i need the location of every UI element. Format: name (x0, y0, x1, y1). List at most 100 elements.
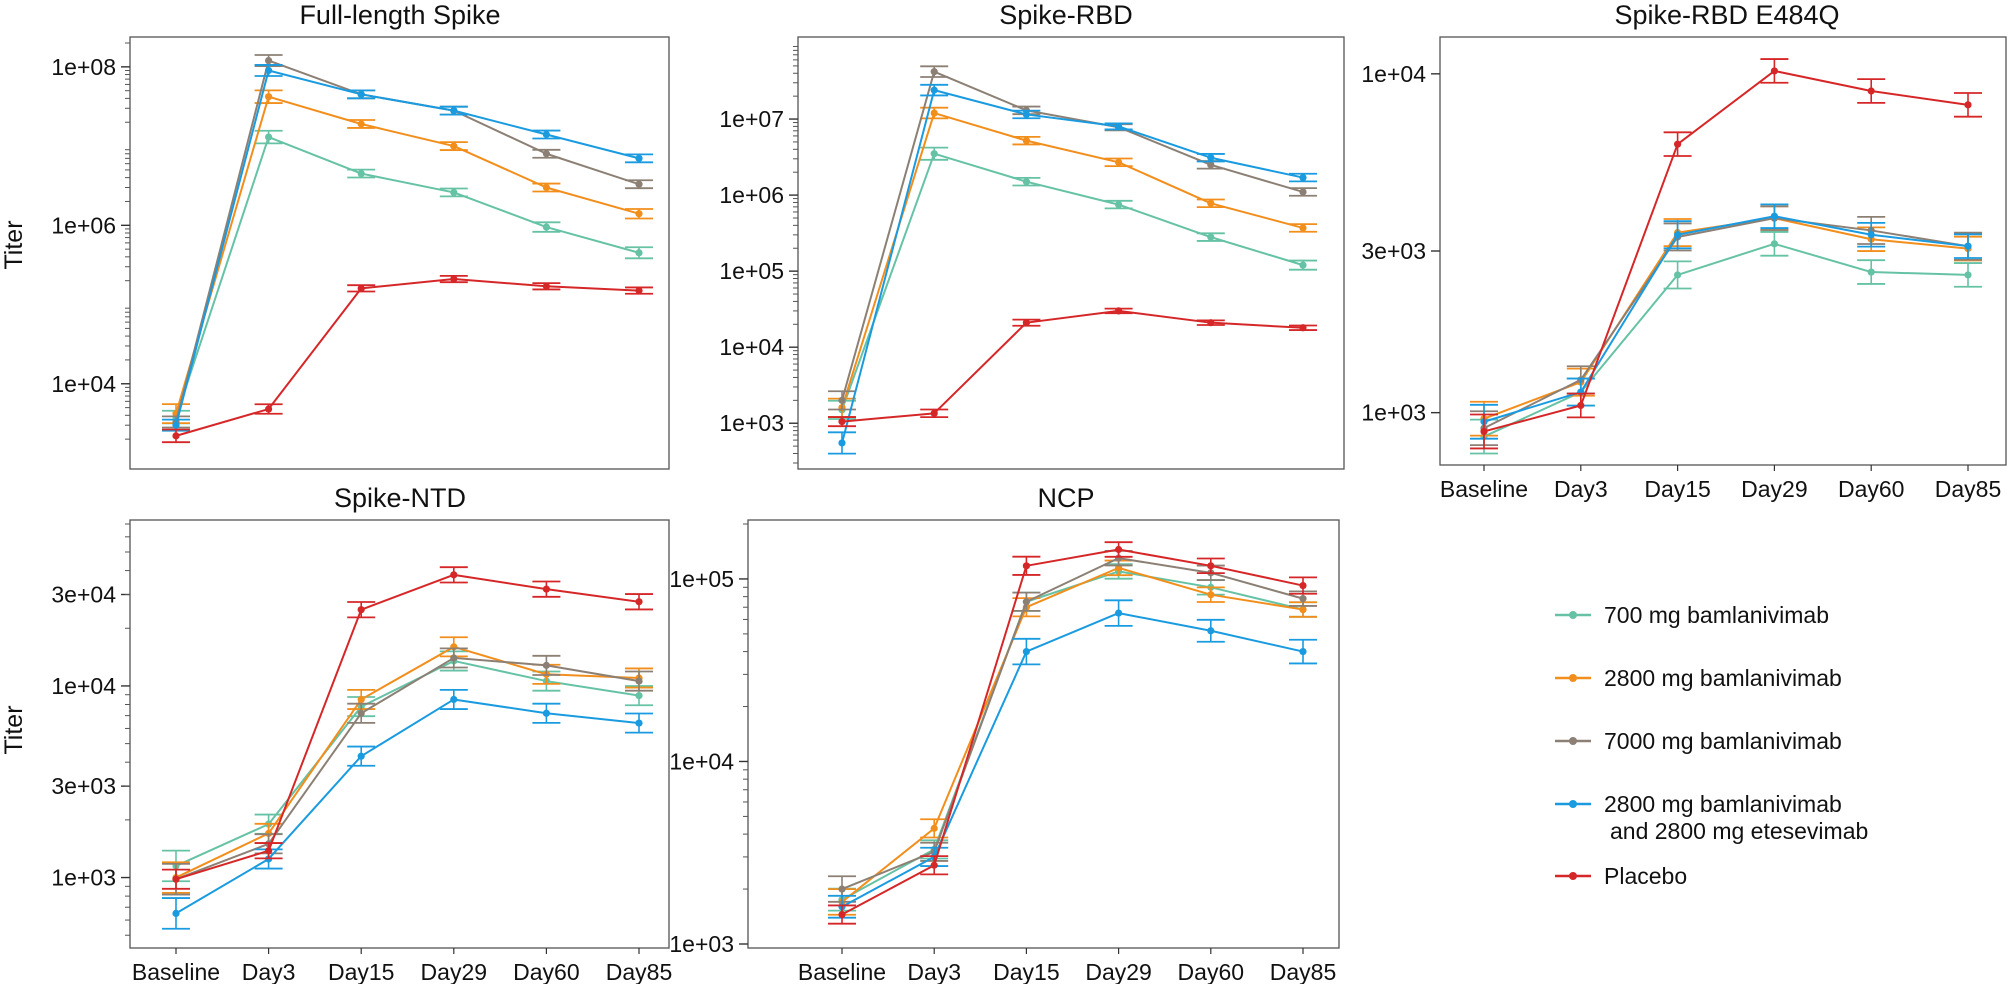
series-line-700mg (175, 136, 640, 418)
data-point (1867, 268, 1875, 276)
data-point (1299, 173, 1307, 182)
x-tick-label: Day60 (1838, 476, 1904, 502)
data-point (1022, 598, 1030, 606)
y-tick-label: 1e+08 (51, 54, 116, 80)
series-line-7000mg (841, 557, 1304, 890)
y-axis-label-full-length-spike: Titer (0, 220, 28, 269)
y-tick-label: 1e+04 (51, 673, 116, 699)
data-point (172, 421, 180, 429)
series-line-placebo (175, 573, 640, 881)
legend-label-2800mg: 2800 mg bamlanivimab (1604, 665, 1842, 691)
y-tick-label: 3e+03 (51, 773, 116, 799)
legend-label-700mg: 700 mg bamlanivimab (1604, 602, 1829, 628)
legend: 700 mg bamlanivimab 2800 mg bamlanivimab… (1555, 602, 1868, 889)
data-point (635, 598, 643, 606)
data-point (1577, 401, 1585, 410)
data-point (1022, 319, 1030, 327)
data-point (450, 188, 458, 197)
data-point (930, 150, 938, 158)
data-point (930, 86, 938, 94)
data-point (635, 180, 643, 188)
data-point (357, 695, 365, 704)
plot-frame (747, 519, 1340, 949)
panel-title-full-length-spike: Full-length Spike (299, 0, 500, 30)
panel-full-length-spike: Full-length Spike Titer 1e+04 1e+06 1e+08 (0, 0, 670, 470)
series-700mg (1470, 231, 1982, 455)
data-point (1299, 224, 1307, 232)
data-point (1207, 154, 1215, 162)
panel-title-spike-rbd: Spike-RBD (999, 0, 1133, 30)
data-point (1115, 307, 1123, 315)
data-point (450, 107, 458, 115)
series-700mg (828, 563, 1317, 912)
series-combination (162, 688, 653, 930)
data-point (1022, 647, 1030, 656)
data-point (265, 56, 273, 65)
data-point (357, 90, 365, 98)
data-point (265, 93, 273, 101)
series-line-7000mg (841, 70, 1304, 401)
series-2800mg (1470, 205, 1982, 437)
data-point (1299, 605, 1307, 614)
data-point (1299, 647, 1307, 656)
y-tick-label: 1e+03 (51, 865, 116, 891)
x-tick-label: Day29 (1085, 959, 1151, 984)
data-point (1207, 233, 1215, 241)
series-700mg (162, 129, 653, 425)
y-tick-label: 1e+04 (51, 371, 116, 397)
data-point (1207, 161, 1215, 169)
series-line-combination (175, 698, 640, 915)
legend-marker-combination (1569, 800, 1577, 808)
data-point (930, 409, 938, 417)
x-tick-label: Day60 (513, 959, 579, 984)
data-point (1674, 231, 1682, 239)
series-line-2800mg (175, 645, 640, 879)
legend-item-700mg: 700 mg bamlanivimab (1555, 602, 1829, 628)
x-axis: Baseline Day3 Day15 Day29 Day60 Day85 (798, 948, 1336, 984)
legend-item-7000mg: 7000 mg bamlanivimab (1555, 728, 1842, 754)
series-7000mg (162, 54, 653, 429)
legend-marker-2800mg (1569, 674, 1577, 682)
series-placebo (162, 274, 653, 444)
data-point (542, 709, 551, 717)
data-point (542, 282, 551, 290)
data-point (1674, 271, 1682, 279)
data-point (542, 223, 551, 231)
series-line-placebo (1483, 69, 1969, 433)
series-line-combination (175, 69, 640, 426)
data-point (1964, 271, 1972, 279)
panel-spike-rbd: Spike-RBD 1e+03 1e+04 1e+05 1e+06 1e+07 (719, 0, 1345, 470)
data-point (450, 695, 458, 704)
data-point (635, 677, 643, 685)
y-axis: 1e+03 3e+03 1e+04 (1361, 61, 1440, 426)
data-point (450, 571, 458, 579)
data-point (450, 654, 458, 662)
data-point (1299, 581, 1307, 590)
data-point (838, 418, 846, 426)
data-point (930, 824, 938, 832)
y-tick-label: 1e+07 (719, 106, 784, 132)
data-point (265, 133, 273, 141)
series-placebo (162, 566, 653, 890)
series-combination (162, 64, 653, 432)
data-point (1022, 110, 1030, 119)
data-point (357, 709, 365, 717)
data-point (635, 692, 643, 700)
series-line-2800mg (841, 112, 1304, 409)
y-axis: 1e+03 1e+04 1e+05 1e+06 1e+07 (719, 45, 798, 464)
data-point (635, 286, 643, 295)
x-tick-label: Day3 (242, 959, 296, 984)
data-point (635, 154, 643, 162)
panel-title-spike-ntd: Spike-NTD (334, 483, 466, 513)
y-tick-label: 1e+04 (1361, 61, 1426, 87)
y-tick-label: 1e+05 (669, 566, 734, 592)
data-point (450, 275, 458, 283)
x-axis: Baseline Day3 Day15 Day29 Day60 Day85 (132, 948, 672, 984)
data-point (1115, 609, 1123, 617)
series-line-700mg (1483, 242, 1969, 438)
data-point (1115, 122, 1123, 131)
y-axis: 1e+04 1e+06 1e+08 (51, 42, 130, 440)
data-point (1022, 137, 1030, 145)
x-tick-label: Day3 (1554, 476, 1608, 502)
data-point (930, 109, 938, 117)
